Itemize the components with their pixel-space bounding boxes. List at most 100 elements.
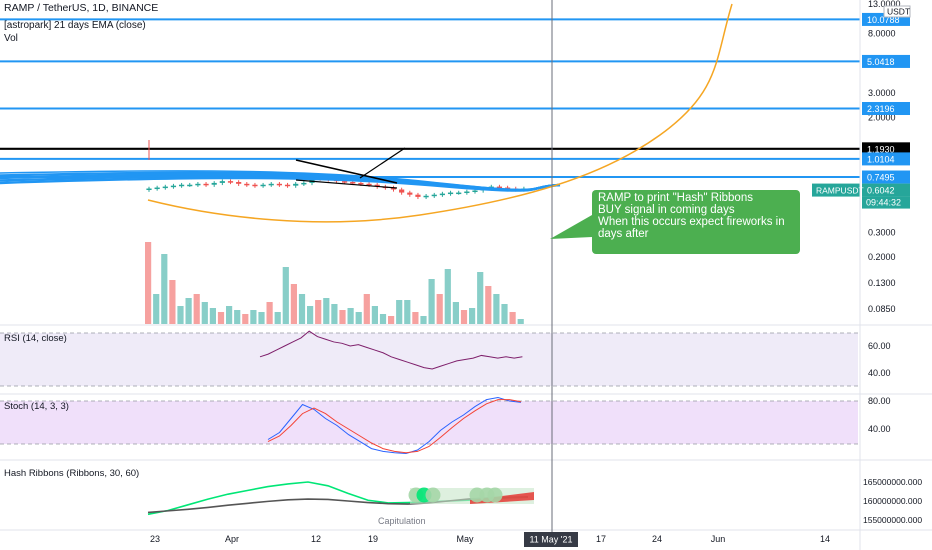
candle-body xyxy=(244,183,250,186)
candle-body xyxy=(472,190,478,193)
price-level-label: 2.3196 xyxy=(867,104,895,114)
volume-bar xyxy=(185,298,192,324)
stoch-k-line xyxy=(267,396,522,455)
countdown-tag xyxy=(862,196,910,209)
hash-axis-tick: 160000000.000 xyxy=(863,496,922,506)
candle-body xyxy=(219,181,225,183)
price-axis-tick: 0.3000 xyxy=(868,228,896,238)
rsi-title: RSI (14, close) xyxy=(4,333,67,344)
symbol-title: RAMP / TetherUS, 1D, BINANCE xyxy=(4,2,159,14)
candle-body xyxy=(390,187,397,190)
price-axis-tick: 13.0000 xyxy=(868,0,901,9)
wedge-upper-line xyxy=(295,159,398,184)
volume-bar xyxy=(193,294,200,324)
candle-body xyxy=(431,194,437,197)
price-level-tag xyxy=(862,54,910,68)
volume-title: Vol xyxy=(4,33,18,44)
candle-body xyxy=(358,182,364,185)
volume-bar xyxy=(396,300,403,324)
volume-bar xyxy=(485,286,492,324)
time-axis-tick: Apr xyxy=(225,534,239,544)
volume-bar xyxy=(234,310,241,324)
volume-bar xyxy=(493,294,500,324)
volume-bar xyxy=(339,310,346,324)
candle-body xyxy=(227,181,234,183)
candle-body xyxy=(195,183,201,186)
candle-body xyxy=(162,186,168,189)
capitulation-circle xyxy=(487,487,503,503)
stoch-axis-tick: 40.00 xyxy=(868,424,891,434)
candle-body xyxy=(211,182,217,185)
annotation-callout[interactable]: RAMP to print "Hash" Ribbons BUY signal … xyxy=(592,190,800,254)
cup-arc xyxy=(147,3,733,223)
volume-bar xyxy=(428,279,435,324)
ticker-label: RAMPUSDT xyxy=(816,186,864,196)
price-axis-tick: 3.0000 xyxy=(868,88,896,98)
price-axis-tick: 0.1300 xyxy=(868,278,896,288)
candle-body xyxy=(260,184,266,187)
price-level-label: 1.0104 xyxy=(867,154,895,164)
volume-bar xyxy=(420,316,427,324)
candle-body xyxy=(276,183,282,186)
candle-body xyxy=(284,184,291,187)
volume-bar xyxy=(444,269,451,324)
candle-body xyxy=(179,184,185,187)
candle-body xyxy=(268,183,274,186)
volume-bar xyxy=(501,304,508,324)
rsi-band xyxy=(0,333,858,386)
time-axis-tick: 23 xyxy=(150,534,160,544)
stoch-band xyxy=(0,401,858,444)
candle-body xyxy=(187,184,193,187)
time-axis-tick: 17 xyxy=(596,534,606,544)
volume-bar xyxy=(477,272,484,324)
volume-bar xyxy=(388,316,395,324)
time-axis-tick: 14 xyxy=(820,534,830,544)
volume-bar xyxy=(412,312,419,324)
stoch-axis-tick: 80.00 xyxy=(868,396,891,406)
volume-bar xyxy=(282,267,289,324)
volume-bar xyxy=(379,314,387,324)
time-axis-tick: May xyxy=(456,534,474,544)
crosshair-date-label: 11 May '21 xyxy=(529,535,572,545)
volume-bar xyxy=(355,312,362,324)
candle-body xyxy=(350,182,356,184)
price-level-tag xyxy=(862,152,910,166)
price-axis-tick: 0.0850 xyxy=(868,304,896,314)
volume-bar xyxy=(161,254,168,324)
time-axis-tick: 24 xyxy=(652,534,662,544)
callout-line: days after xyxy=(598,228,649,240)
callout-line: RAMP to print "Hash" Ribbons xyxy=(598,192,753,204)
wedge-lower-line xyxy=(295,179,398,189)
candle-body xyxy=(464,191,470,194)
hash-ribbons-title: Hash Ribbons (Ribbons, 30, 60) xyxy=(4,468,140,479)
price-axis-tick: 0.2000 xyxy=(868,252,896,262)
price-level-tag xyxy=(862,170,910,184)
volume-bar xyxy=(371,306,378,324)
volume-bar xyxy=(363,294,370,324)
volume-bar xyxy=(517,319,524,324)
ema-indicator-title: [astropark] 21 days EMA (close) xyxy=(4,20,146,31)
candle-body xyxy=(505,187,511,190)
candle-body xyxy=(399,189,405,193)
candle-body xyxy=(170,185,177,188)
hash-axis-tick: 155000000.000 xyxy=(863,515,922,525)
candle-body xyxy=(407,192,413,195)
volume-bar xyxy=(290,284,297,324)
volume-bar xyxy=(145,242,152,324)
price-axis-tick: 8.0000 xyxy=(868,28,896,38)
candle-body xyxy=(447,192,454,195)
stoch-d-line xyxy=(267,399,522,454)
candle-body xyxy=(415,194,421,197)
volume-bar xyxy=(469,308,476,324)
volume-bar xyxy=(226,306,233,324)
candle-body xyxy=(301,182,307,185)
volume-bar xyxy=(217,312,225,324)
time-axis-tick: 12 xyxy=(311,534,321,544)
volume-bar xyxy=(307,306,314,324)
candle-body xyxy=(146,188,152,191)
candle-body xyxy=(236,182,242,184)
time-axis-tick: 19 xyxy=(368,534,378,544)
volume-bar xyxy=(315,300,322,324)
volume-bar xyxy=(509,312,516,324)
